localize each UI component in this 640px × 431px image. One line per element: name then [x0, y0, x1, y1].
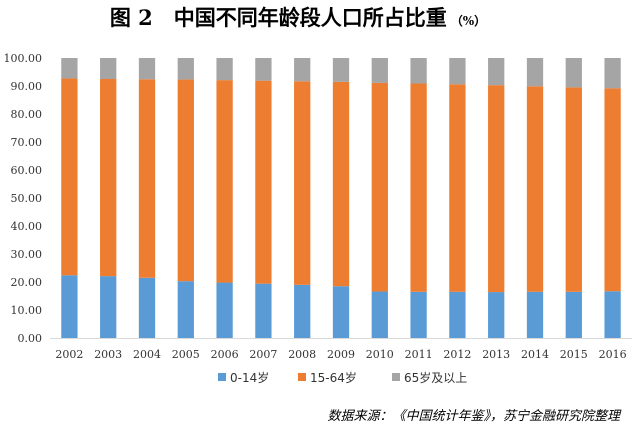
bar-segment-1-2006 [216, 282, 233, 338]
bar-segment-3-2013 [488, 58, 505, 86]
bar-segment-1-2014 [526, 291, 544, 338]
bar-segment-3-2011 [410, 58, 427, 84]
y-tick-label: 80.00 [11, 108, 43, 121]
x-tick-label: 2013 [482, 348, 510, 361]
legend-swatch [218, 373, 226, 381]
bar-segment-2-2008 [294, 81, 311, 285]
bar-segment-3-2014 [526, 58, 544, 87]
bar-segment-2-2010 [371, 82, 388, 292]
x-tick-label: 2014 [521, 348, 549, 361]
bar-segment-1-2010 [371, 291, 388, 338]
bar-segment-2-2012 [449, 84, 466, 292]
x-axis: 2002 2003 2004 2005 2006 2007 2008 2009 2010 2011… [50, 338, 632, 361]
x-tick-label: 2012 [443, 348, 471, 361]
bar-segment-2-2005 [177, 79, 194, 282]
y-tick-label: 40.00 [11, 220, 43, 233]
bar-segment-1-2011 [410, 291, 427, 338]
legend-label: 0-14岁 [230, 370, 269, 385]
y-tick-label: 90.00 [11, 80, 43, 93]
bars [61, 58, 621, 338]
x-tick-label: 2002 [55, 348, 83, 361]
bar-segment-2-2009 [332, 81, 350, 287]
y-tick-label: 60.00 [11, 164, 43, 177]
bar-segment-3-2008 [294, 58, 311, 82]
bar-segment-1-2003 [100, 276, 117, 338]
y-tick-label: 0.00 [18, 332, 43, 345]
bar-segment-1-2012 [449, 291, 466, 338]
legend-label: 15-64岁 [310, 370, 357, 385]
bar-segment-1-2004 [138, 277, 156, 338]
bar-segment-2-2003 [100, 79, 117, 277]
bar-segment-3-2004 [138, 58, 156, 80]
bar-segment-3-2003 [100, 58, 117, 79]
x-tick-label: 2006 [211, 348, 239, 361]
bar-segment-3-2015 [565, 58, 582, 88]
bar-segment-2-2007 [255, 80, 272, 284]
x-tick-label: 2011 [405, 348, 433, 361]
y-tick-label: 70.00 [11, 136, 43, 149]
bar-segment-2-2015 [565, 87, 582, 292]
legend-label: 65岁及以上 [404, 370, 467, 385]
y-tick-label: 50.00 [11, 192, 43, 205]
bar-segment-1-2007 [255, 283, 272, 338]
x-tick-label: 2007 [249, 348, 277, 361]
bar-segment-2-2014 [526, 86, 544, 292]
y-tick-label: 30.00 [11, 248, 43, 261]
bar-segment-1-2008 [294, 284, 311, 338]
bar-segment-1-2015 [565, 291, 582, 338]
bar-segment-3-2005 [177, 58, 194, 80]
bar-segment-1-2013 [488, 292, 505, 338]
legend-swatch [392, 373, 400, 381]
bar-segment-2-2016 [604, 88, 621, 292]
bar-segment-3-2012 [449, 58, 466, 85]
y-axis: 0.00 10.00 20.00 30.00 40.00 50.00 60.00 70.00 8… [4, 52, 43, 345]
bar-segment-2-2006 [216, 80, 233, 283]
bar-segment-2-2011 [410, 83, 427, 292]
chart-title: 图 2 中国不同年龄段人口所占比重 （%） [110, 5, 486, 30]
source-note: 数据来源：《中国统计年鉴》，苏宁金融研究院整理 [327, 408, 622, 424]
y-tick-label: 100.00 [4, 52, 43, 65]
y-tick-label: 20.00 [11, 276, 43, 289]
bar-segment-2-2002 [61, 78, 78, 276]
legend: 0-14岁 15-64岁 65岁及以上 [218, 370, 467, 385]
x-tick-label: 2010 [366, 348, 394, 361]
bar-segment-3-2002 [61, 58, 78, 79]
bar-segment-1-2005 [177, 281, 194, 338]
bar-segment-1-2016 [604, 291, 621, 338]
x-tick-label: 2008 [288, 348, 316, 361]
y-tick-label: 10.00 [11, 304, 43, 317]
x-tick-label: 2004 [133, 348, 161, 361]
x-tick-label: 2003 [94, 348, 122, 361]
bar-segment-3-2009 [332, 58, 350, 82]
bar-segment-1-2002 [61, 275, 78, 338]
bar-segment-3-2007 [255, 58, 272, 81]
bar-segment-3-2010 [371, 58, 388, 83]
bar-segment-1-2009 [332, 286, 350, 338]
bar-segment-2-2013 [488, 85, 505, 293]
x-tick-label: 2016 [599, 348, 627, 361]
bar-segment-2-2004 [138, 79, 156, 278]
bar-segment-3-2016 [604, 58, 621, 89]
x-tick-label: 2005 [172, 348, 200, 361]
bar-segment-3-2006 [216, 58, 233, 81]
x-tick-label: 2009 [327, 348, 355, 361]
legend-swatch [298, 373, 306, 381]
x-tick-label: 2015 [560, 348, 588, 361]
